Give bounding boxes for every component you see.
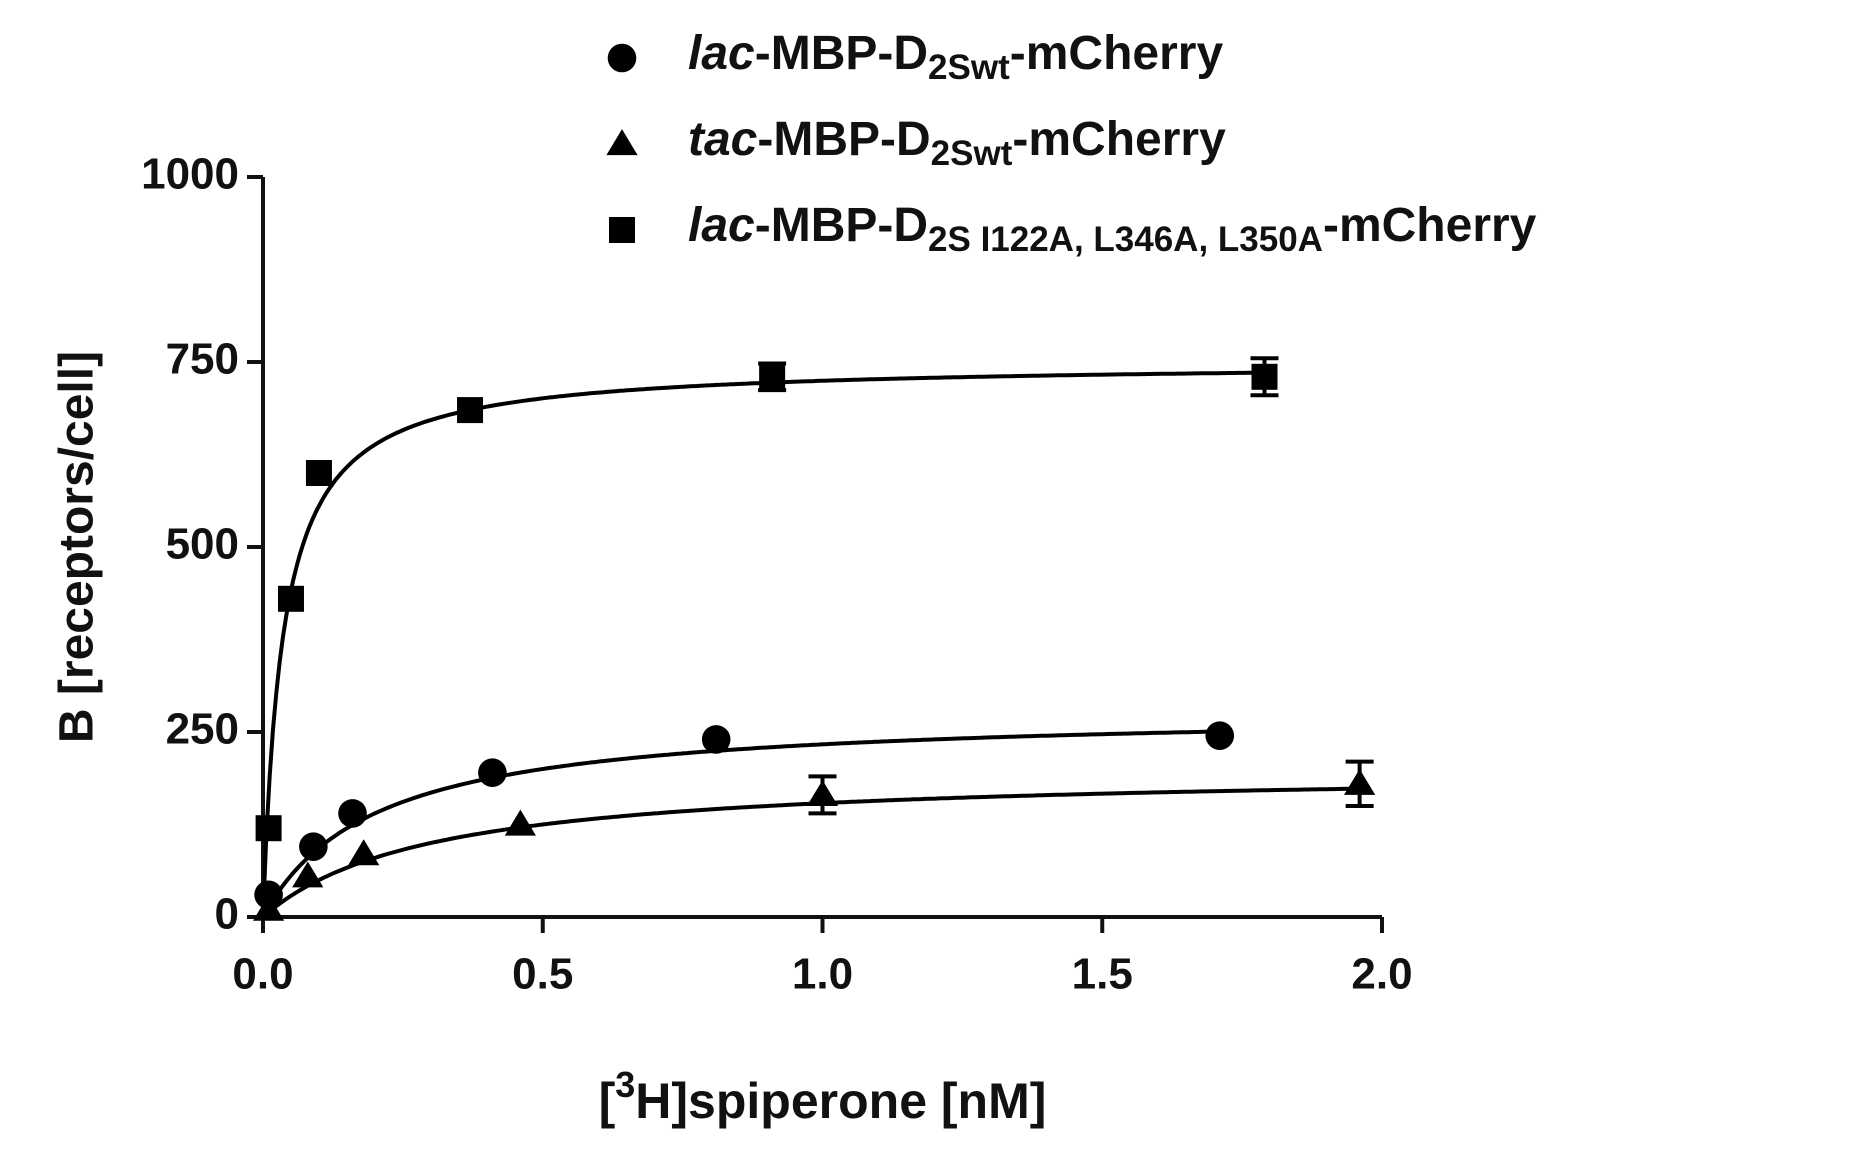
legend-label: lac-MBP-D2Swt-mCherry [688,27,1223,88]
text-part: [ [599,1073,616,1129]
marker-circle [701,725,731,754]
marker-circle [299,832,328,861]
marker-square [277,585,304,612]
text-part: -mCherry [1323,199,1537,252]
marker-square [457,397,484,424]
text-part: tac [688,113,757,166]
marker-square [305,460,332,486]
x-axis-label: [3H]spiperone [nM] [599,1064,1047,1130]
x-tick-label: 2.0 [1351,950,1412,999]
text-part: 2Swt [928,48,1010,87]
marker-triangle [348,839,380,866]
text-part: 3 [615,1064,635,1105]
marker-circle [338,799,367,828]
marker-triangle [1344,768,1376,795]
marker-circle [607,43,637,73]
text-part: lac [688,27,755,80]
text-part: 2S I122A, L346A, L350A [928,220,1323,259]
x-tick-label: 0.5 [512,950,573,999]
y-tick-label: 0 [215,890,239,939]
x-tick-label: 1.5 [1072,950,1133,999]
text-part: -MBP-D [755,199,928,252]
fit-curve [261,729,1220,918]
marker-circle [478,758,507,787]
marker-triangle [806,780,839,807]
text-part: H]spiperone [nM] [635,1073,1046,1129]
text-part: lac [688,199,755,252]
marker-square [255,815,282,842]
text-part: 2Swt [931,134,1013,173]
y-axis-label: B [receptors/cell] [51,351,104,743]
y-tick-label: 750 [166,335,239,384]
marker-triangle [292,861,324,888]
legend-label: lac-MBP-D2S I122A, L346A, L350A-mCherry [688,199,1537,260]
text-part: -MBP-D [757,113,930,166]
y-tick-label: 1000 [141,150,239,199]
text-part: -mCherry [1012,113,1226,166]
marker-triangle [252,894,285,921]
marker-triangle [606,129,638,156]
y-tick-label: 500 [166,520,239,569]
marker-triangle [504,809,536,836]
x-tick-label: 0.0 [232,950,293,999]
legend-label: tac-MBP-D2Swt-mCherry [688,113,1226,174]
marker-square [609,217,635,243]
text-part: -MBP-D [755,27,928,80]
x-tick-label: 1.0 [792,950,853,999]
marker-square [759,363,786,390]
y-tick-label: 250 [166,705,239,754]
marker-square [1251,363,1278,390]
text-part: -mCherry [1010,27,1224,80]
marker-circle [1205,721,1235,750]
